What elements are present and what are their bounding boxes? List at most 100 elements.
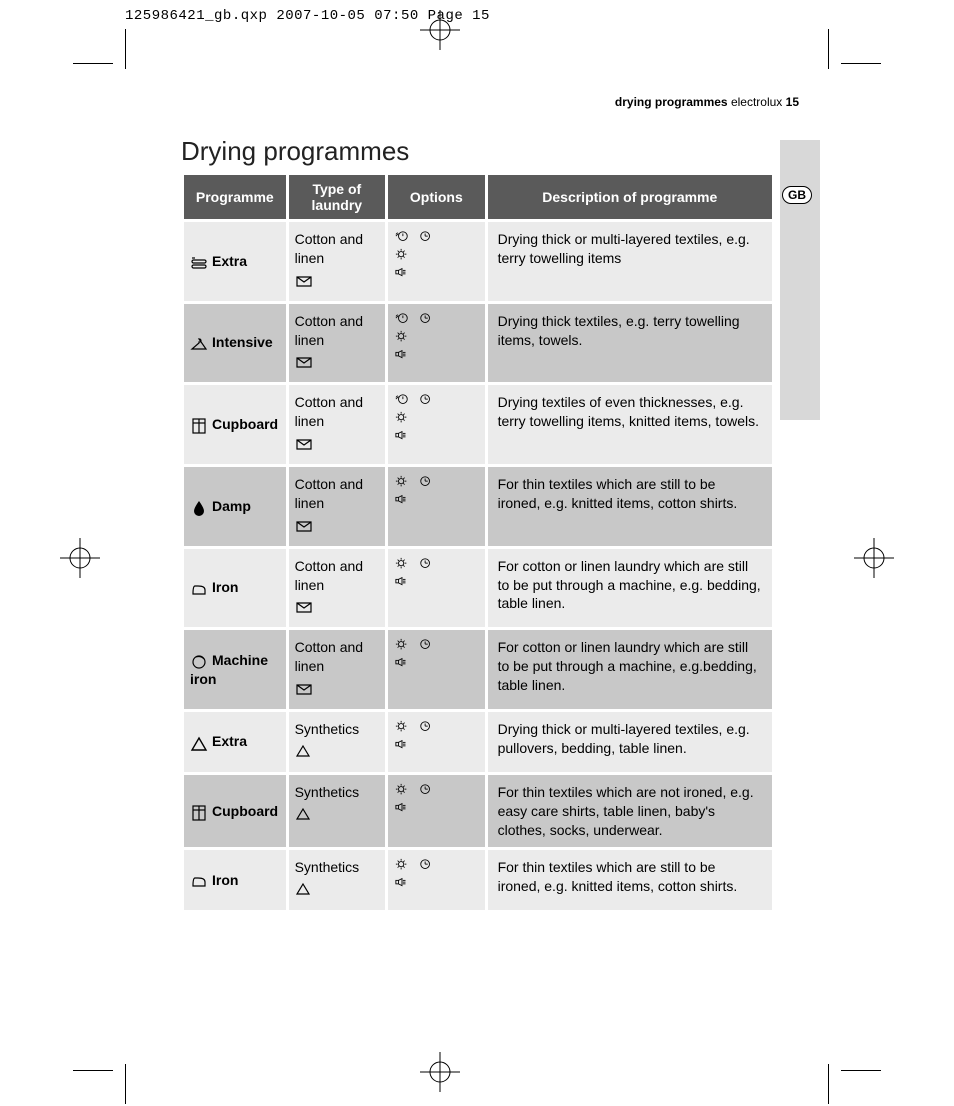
option-row	[394, 230, 479, 244]
programme-name: Cupboard	[212, 416, 278, 432]
description-cell: For thin textiles which are not ironed, …	[488, 775, 772, 848]
clock-icon	[418, 638, 434, 652]
gear-icon	[394, 858, 410, 872]
options-cell	[388, 549, 485, 628]
option-row	[394, 858, 479, 872]
option-row	[394, 248, 479, 262]
buzzer-icon	[394, 876, 410, 890]
options-cell	[388, 850, 485, 910]
option-row	[394, 312, 479, 326]
programme-name: Extra	[212, 253, 247, 269]
programme-cell: Extra	[184, 222, 286, 301]
crop-mark	[125, 1064, 126, 1104]
buzzer-icon	[394, 801, 410, 815]
cotton-envelope-icon	[295, 435, 313, 451]
option-row	[394, 429, 479, 443]
type-text: Cotton and linen	[295, 393, 380, 431]
col-programme: Programme	[184, 175, 286, 219]
gear-icon	[394, 638, 410, 652]
option-row	[394, 330, 479, 344]
gear-icon	[394, 411, 410, 425]
triangle-small-icon	[295, 743, 313, 759]
type-cell: Cotton and linen	[289, 630, 386, 709]
option-row	[394, 801, 479, 815]
options-cell	[388, 712, 485, 772]
clock-icon	[418, 230, 434, 244]
crop-mark	[841, 63, 881, 64]
description-cell: For thin textiles which are still to be …	[488, 850, 772, 910]
crop-mark	[841, 1070, 881, 1071]
page-header: drying programmes electrolux 15	[615, 95, 799, 109]
buzzer-icon	[394, 266, 410, 280]
table-row: IronCotton and linenFor cotton or linen …	[184, 549, 772, 628]
type-cell: Synthetics	[289, 712, 386, 772]
type-cell: Cotton and linen	[289, 549, 386, 628]
programme-cell: Machine iron	[184, 630, 286, 709]
col-type: Type of laundry	[289, 175, 386, 219]
programme-name: Cupboard	[212, 803, 278, 819]
option-row	[394, 638, 479, 652]
programme-cell: Iron	[184, 850, 286, 910]
delay-clock-icon	[394, 393, 410, 407]
type-text: Cotton and linen	[295, 312, 380, 350]
type-cell: Cotton and linen	[289, 222, 386, 301]
buzzer-icon	[394, 493, 410, 507]
language-badge: GB	[782, 186, 812, 204]
description-cell: For cotton or linen laundry which are st…	[488, 549, 772, 628]
option-row	[394, 393, 479, 407]
type-text: Synthetics	[295, 720, 380, 739]
clock-icon	[418, 720, 434, 734]
gear-icon	[394, 330, 410, 344]
page-title: Drying programmes	[181, 136, 409, 167]
option-row	[394, 738, 479, 752]
options-cell	[388, 775, 485, 848]
crop-mark	[73, 1070, 113, 1071]
towel-icon	[190, 253, 208, 271]
type-cell: Cotton and linen	[289, 467, 386, 546]
option-row	[394, 475, 479, 489]
description-cell: For thin textiles which are still to be …	[488, 467, 772, 546]
gear-icon	[394, 783, 410, 797]
header-section: drying programmes	[615, 95, 728, 109]
description-cell: Drying thick or multi-layered textiles, …	[488, 712, 772, 772]
option-row	[394, 783, 479, 797]
clock-icon	[418, 312, 434, 326]
programme-name: Intensive	[212, 334, 273, 350]
hanger-icon	[190, 335, 208, 353]
programmes-table: Programme Type of laundry Options Descri…	[181, 172, 775, 913]
clock-icon	[418, 475, 434, 489]
triangle-small-icon	[295, 881, 313, 897]
description-cell: For cotton or linen laundry which are st…	[488, 630, 772, 709]
gear-icon	[394, 720, 410, 734]
option-row	[394, 348, 479, 362]
programme-cell: Damp	[184, 467, 286, 546]
option-row	[394, 411, 479, 425]
crop-mark	[828, 29, 829, 69]
cupboard-icon	[190, 803, 208, 821]
programme-name: Iron	[212, 872, 238, 888]
programme-cell: Intensive	[184, 304, 286, 383]
buzzer-icon	[394, 656, 410, 670]
table-header-row: Programme Type of laundry Options Descri…	[184, 175, 772, 219]
type-text: Cotton and linen	[295, 638, 380, 676]
clock-icon	[418, 557, 434, 571]
cotton-envelope-icon	[295, 517, 313, 533]
type-text: Cotton and linen	[295, 475, 380, 513]
options-cell	[388, 630, 485, 709]
option-row	[394, 656, 479, 670]
table-row: IntensiveCotton and linenDrying thick te…	[184, 304, 772, 383]
drop-icon	[190, 498, 208, 516]
type-text: Cotton and linen	[295, 557, 380, 595]
header-brand: electrolux	[728, 95, 786, 109]
registration-mark	[854, 538, 894, 578]
programme-cell: Cupboard	[184, 775, 286, 848]
type-cell: Synthetics	[289, 850, 386, 910]
buzzer-icon	[394, 738, 410, 752]
buzzer-icon	[394, 348, 410, 362]
option-row	[394, 575, 479, 589]
crop-mark	[73, 63, 113, 64]
table-row: CupboardSyntheticsFor thin textiles whic…	[184, 775, 772, 848]
options-cell	[388, 385, 485, 464]
clock-icon	[418, 393, 434, 407]
col-description: Description of programme	[488, 175, 772, 219]
